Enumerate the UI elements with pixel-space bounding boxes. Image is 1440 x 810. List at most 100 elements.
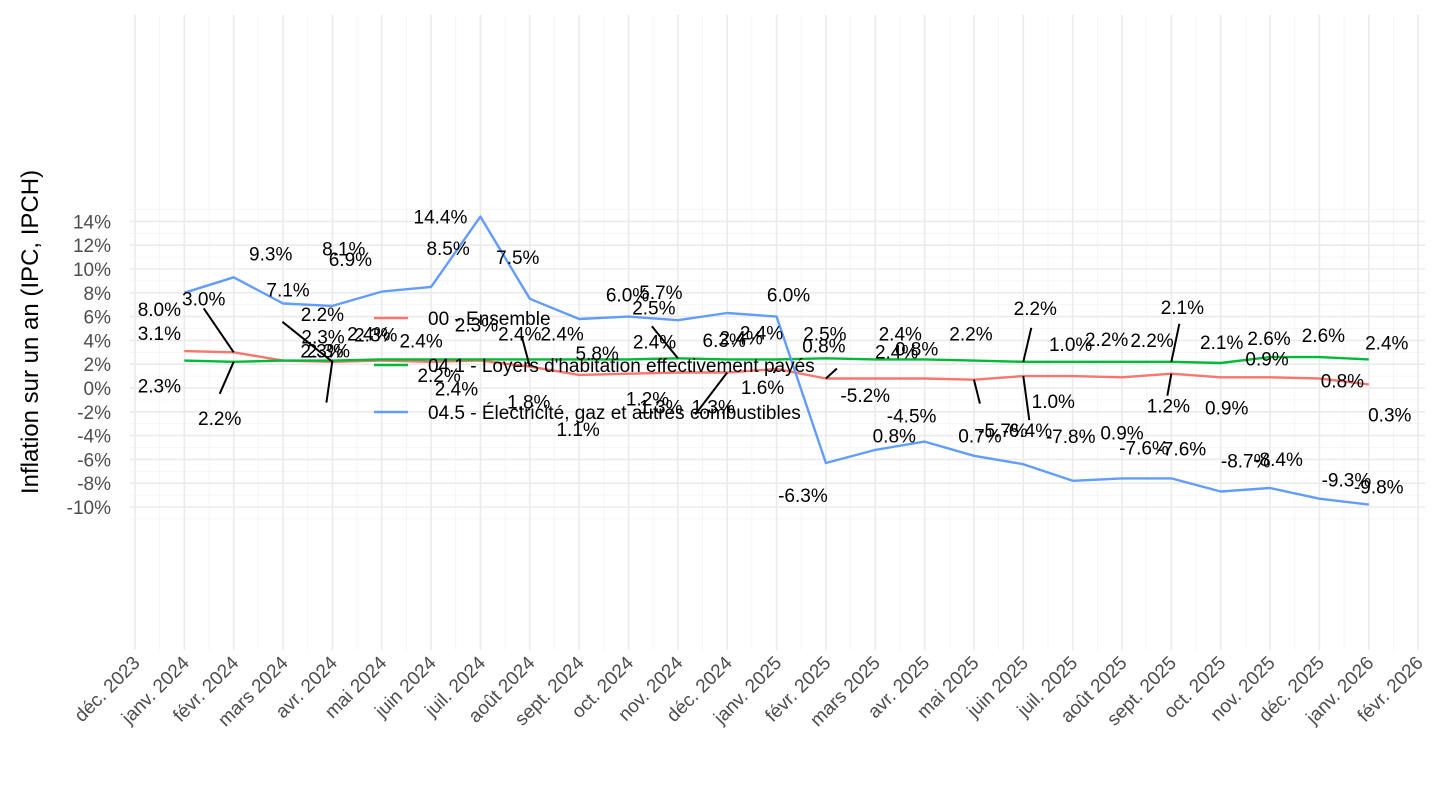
data-label: 2.1%: [1200, 333, 1243, 354]
legend-label-energie: 04.5 - Électricité, gaz et autres combus…: [428, 403, 801, 424]
data-label: 3.0%: [182, 289, 225, 310]
data-label: 0.8%: [1321, 371, 1364, 392]
y-axis-ticks: -10% -8% -6%-4% -2% 0% 2% 4%6% 8% 10% 12% 14%: [67, 212, 111, 519]
grid: [130, 15, 1425, 650]
label-leader-line: [202, 307, 235, 353]
label-leader-line: [825, 367, 838, 380]
data-label: 2.3%: [307, 342, 350, 363]
data-label: 2.4%: [875, 342, 918, 363]
data-label: 0.9%: [1100, 423, 1143, 444]
data-label: 1.1%: [556, 420, 599, 441]
y-axis-label: Inflation sur un an (IPC, IPCH): [17, 170, 44, 494]
y-tick-label: 6%: [84, 308, 112, 329]
data-label: 2.2%: [301, 305, 344, 326]
data-label: 2.4%: [740, 323, 783, 344]
data-label: 1.3%: [692, 398, 735, 419]
data-label: 8.1%: [322, 240, 365, 261]
data-label: 0.7%: [958, 427, 1001, 448]
data-label: 2.4%: [435, 379, 478, 400]
data-label: 0.8%: [873, 426, 916, 447]
data-labels: 3.1%3.0%2.3%2.2%2.3%2.2%2.3%1.8%1.1%1.2%…: [138, 208, 1412, 507]
label-leader-line: [325, 360, 334, 403]
data-label: 8.0%: [138, 300, 181, 321]
label-leader-line: [1166, 373, 1173, 396]
data-label: 5.7%: [639, 283, 682, 304]
data-label: 1.2%: [1147, 397, 1190, 418]
data-label: 1.0%: [1049, 335, 1092, 356]
y-tick-label: 2%: [84, 355, 112, 376]
data-label: 2.2%: [198, 409, 241, 430]
label-leader-line: [1022, 327, 1033, 363]
label-leader-line: [1170, 323, 1181, 363]
data-label: -5.2%: [840, 386, 890, 407]
data-label: -5.7%: [978, 421, 1028, 442]
label-leader-line: [772, 368, 778, 374]
data-label: 2.3%: [455, 316, 498, 337]
data-label: 6.0%: [606, 286, 649, 307]
data-label: -7.6%: [1119, 438, 1169, 459]
data-label: -8.7%: [1221, 452, 1271, 473]
data-label: 0.9%: [1245, 349, 1288, 370]
data-label: 3.1%: [138, 324, 181, 345]
data-label: -4.5%: [887, 407, 937, 428]
y-tick-label: -4%: [77, 427, 111, 448]
label-leader-line: [694, 371, 728, 416]
y-tick-label: -2%: [77, 403, 111, 424]
data-label: 2.2%: [1085, 330, 1128, 351]
label-leader-line: [972, 379, 981, 404]
data-label: 2.3%: [138, 377, 181, 398]
data-label: 2.3%: [354, 326, 397, 347]
label-leader-line: [651, 325, 679, 359]
data-label: 7.1%: [266, 281, 309, 302]
data-label: 2.4%: [879, 324, 922, 345]
data-label: 2.2%: [417, 366, 460, 387]
y-tick-label: 14%: [73, 212, 111, 233]
y-tick-label: 12%: [73, 236, 111, 257]
data-label: 7.5%: [496, 248, 539, 269]
data-label: 2.2%: [1014, 299, 1057, 320]
y-tick-label: -8%: [77, 474, 111, 495]
data-label: 8.5%: [426, 239, 469, 260]
data-label: 0.8%: [895, 339, 938, 360]
label-leader-line: [281, 321, 334, 363]
data-label: 2.4%: [347, 324, 390, 345]
data-label: 1.6%: [741, 378, 784, 399]
data-label: -9.8%: [1354, 478, 1404, 499]
data-label: 1.8%: [507, 393, 550, 414]
y-tick-label: 10%: [73, 260, 111, 281]
data-label: 6.3%: [703, 331, 746, 352]
data-label: 2.3%: [300, 342, 343, 363]
data-label: 1.2%: [626, 390, 669, 411]
data-label: 2.6%: [1302, 326, 1345, 347]
data-label: 6.9%: [329, 250, 372, 271]
data-label: 2.5%: [632, 298, 675, 319]
data-label: 2.4%: [399, 331, 442, 352]
data-label: 2.4%: [1365, 333, 1408, 354]
data-label: 1.3%: [639, 398, 682, 419]
y-tick-label: 8%: [84, 284, 112, 305]
data-label: 2.2%: [949, 325, 992, 346]
data-label: 5.8%: [575, 344, 618, 365]
data-label: -9.3%: [1322, 471, 1372, 492]
label-leader-line: [1022, 375, 1031, 421]
data-label: 0.8%: [802, 336, 845, 357]
y-tick-label: -10%: [67, 498, 111, 519]
data-label: 2.4%: [498, 324, 541, 345]
data-label: 2.3%: [301, 328, 344, 349]
data-label: 2.5%: [803, 324, 846, 345]
legend-label-ensemble: 00 - Ensemble: [428, 309, 551, 330]
y-tick-label: 0%: [84, 379, 112, 400]
data-label: -7.6%: [1157, 439, 1207, 460]
data-label: 2.4%: [540, 324, 583, 345]
data-label: 2.4%: [633, 332, 676, 353]
data-label: -6.3%: [778, 486, 828, 507]
legend-label-loyers: 04.1 - Loyers d'habitation effectivement…: [428, 356, 815, 377]
data-label: 0.3%: [1368, 405, 1411, 426]
label-leader-lines: [202, 307, 1181, 421]
label-leader-line: [520, 336, 531, 367]
legend: 00 - Ensemble 04.1 - Loyers d'habitation…: [374, 309, 815, 424]
data-label: 2.2%: [1130, 331, 1173, 352]
data-label: -8.4%: [1253, 450, 1303, 471]
